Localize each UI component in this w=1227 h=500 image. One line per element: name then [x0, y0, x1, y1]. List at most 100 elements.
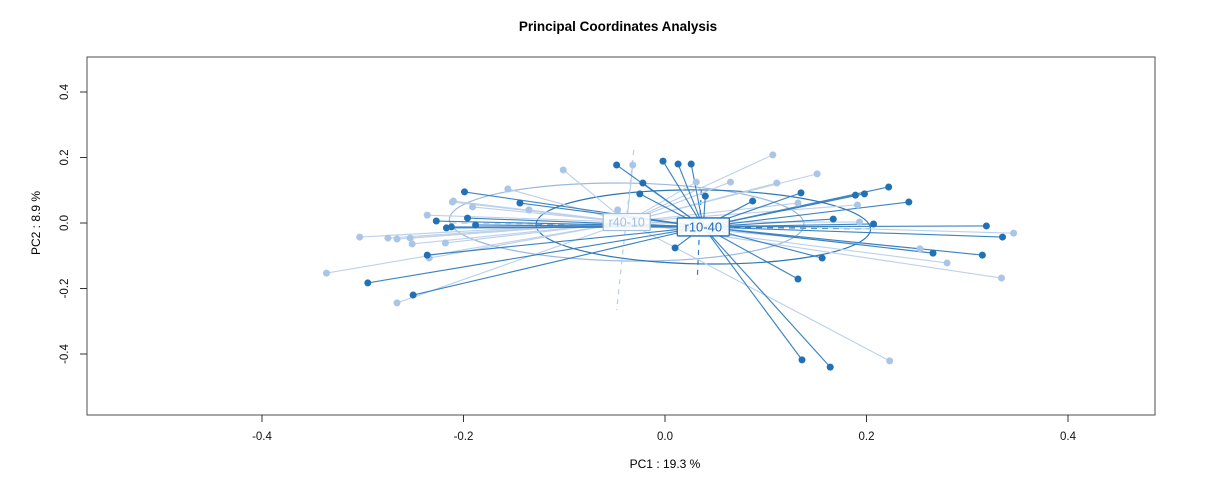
y-tick-label: 0.4 — [59, 83, 71, 100]
sample-point — [773, 179, 781, 187]
sample-point — [659, 157, 667, 165]
group-centroid-label-r40-10: r40-10 — [602, 212, 651, 232]
spider-line — [626, 221, 948, 264]
sample-point — [929, 249, 937, 257]
sample-point — [406, 234, 414, 242]
sample-point — [629, 161, 637, 169]
spider-line — [626, 202, 799, 223]
sample-point — [461, 188, 469, 196]
spider-lines-r40-10 — [326, 154, 1014, 362]
sample-point — [886, 357, 894, 365]
spider-line — [326, 221, 627, 274]
sample-point — [423, 251, 431, 259]
plot-content: r40-10 r10-40 — [322, 149, 1018, 371]
x-tick-label: 0.2 — [859, 431, 875, 443]
sample-point — [322, 269, 330, 277]
spider-line — [427, 214, 627, 223]
y-tick-label: -0.4 — [59, 343, 71, 363]
sample-point — [472, 221, 480, 229]
sample-point — [853, 201, 861, 209]
sample-point — [794, 199, 802, 207]
sample-point — [798, 356, 806, 364]
spider-line — [467, 217, 704, 228]
spider-line — [690, 163, 704, 228]
sample-point — [636, 190, 644, 198]
sample-point — [797, 189, 805, 197]
sample-point — [855, 218, 863, 226]
sample-point — [905, 198, 913, 206]
sample-point — [999, 233, 1007, 241]
sample-point — [826, 363, 834, 371]
sample-point — [393, 235, 401, 243]
sample-point — [726, 178, 734, 186]
sample-point — [441, 239, 449, 247]
centroid-label-box — [676, 217, 730, 237]
spider-line — [677, 163, 704, 228]
sample-point — [469, 203, 477, 211]
spider-line — [702, 226, 831, 368]
sample-point — [408, 240, 416, 248]
y-tick-label: 0.2 — [59, 150, 71, 166]
spider-line — [703, 225, 987, 228]
sample-point — [516, 199, 524, 207]
sample-point — [464, 214, 472, 222]
sample-point — [943, 259, 951, 267]
sample-points-r40-10 — [322, 151, 1018, 365]
sample-point — [813, 170, 821, 178]
sample-point — [423, 211, 431, 219]
sample-point — [614, 206, 622, 214]
y-axis-label: PC2 : 8.9 % — [29, 191, 43, 255]
sample-point — [449, 197, 457, 205]
sample-point — [364, 279, 372, 287]
sample-point — [384, 234, 392, 242]
plot-border — [86, 56, 1156, 416]
sample-point — [1010, 229, 1018, 237]
y-tick-label: -0.2 — [59, 279, 71, 299]
sample-point — [393, 299, 401, 307]
sample-point — [504, 185, 512, 193]
centroid-label-text: r40-10 — [609, 215, 645, 229]
x-tick-label: -0.2 — [454, 431, 474, 443]
spider-line — [453, 200, 627, 223]
sample-point — [447, 223, 455, 231]
sample-point — [829, 215, 837, 223]
x-axis-label: PC1 : 19.3 % — [630, 457, 701, 471]
sample-point — [525, 206, 533, 214]
sample-point — [916, 245, 924, 253]
spider-line — [703, 226, 1003, 238]
x-tick-label: -0.4 — [252, 431, 272, 443]
x-tick-label: 0.4 — [1060, 431, 1077, 443]
sample-point — [432, 217, 440, 225]
spider-line — [626, 221, 890, 362]
sample-point — [794, 275, 802, 283]
sample-point — [701, 192, 709, 200]
spider-line — [662, 160, 704, 228]
centroid-label-text: r10-40 — [684, 219, 722, 234]
sample-point — [356, 233, 364, 241]
sample-point — [674, 160, 682, 168]
sample-points-r10-40 — [364, 157, 1007, 371]
sample-point — [409, 291, 417, 299]
sample-point — [671, 244, 679, 252]
spider-line — [427, 226, 704, 256]
sample-point — [982, 222, 990, 230]
spider-line — [626, 164, 634, 223]
spider-line — [412, 226, 704, 296]
plot-title: Principal Coordinates Analysis — [519, 19, 717, 34]
spider-line — [703, 201, 909, 228]
spider-line — [436, 220, 704, 228]
group-centroid-label-r10-40: r10-40 — [676, 217, 730, 237]
sample-point — [860, 190, 868, 198]
group-ellipse — [448, 182, 805, 262]
sample-point — [769, 151, 777, 159]
sample-point — [870, 220, 878, 228]
centroid-label-box — [602, 212, 651, 232]
sample-point — [851, 191, 859, 199]
spider-line — [626, 154, 774, 223]
sample-point — [613, 161, 621, 169]
sample-point — [749, 197, 757, 205]
spider-line — [475, 224, 704, 228]
spider-line — [703, 226, 983, 256]
